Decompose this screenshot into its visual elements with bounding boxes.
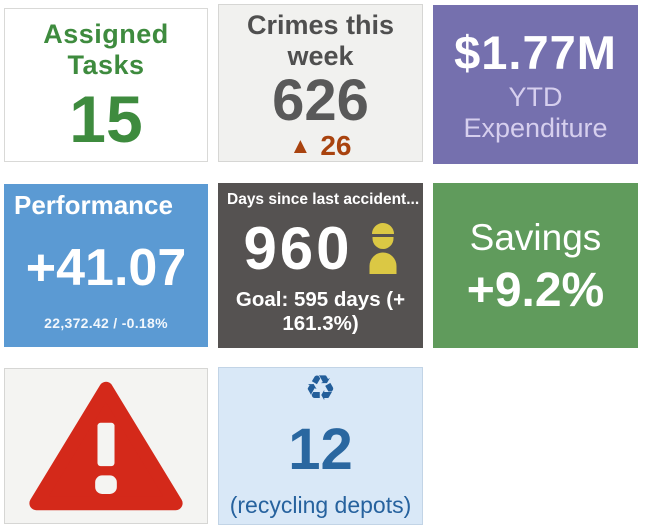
crimes-delta-value: 26 bbox=[320, 130, 352, 161]
expenditure-value: $1.77M bbox=[454, 26, 617, 79]
assigned-tasks-title: Assigned Tasks bbox=[43, 19, 169, 80]
tile-performance: Performance +41.07 22,372.42 / -0.18% bbox=[4, 184, 208, 347]
worker-icon bbox=[368, 222, 398, 275]
performance-title: Performance bbox=[14, 190, 173, 220]
tile-days-since-accident: Days since last accident... 960 Goal: 59… bbox=[218, 183, 423, 348]
warning-triangle-icon bbox=[27, 381, 185, 511]
performance-value: +41.07 bbox=[25, 239, 187, 297]
savings-title: Savings bbox=[469, 216, 602, 258]
tile-recycling-depots: ♻ 12 (recycling depots) bbox=[218, 367, 423, 525]
increase-triangle-icon: ▲ bbox=[289, 133, 312, 158]
accident-value-row: 960 bbox=[243, 209, 397, 288]
recycling-value: 12 bbox=[288, 417, 353, 483]
accident-goal: Goal: 595 days (+ 161.3%) bbox=[235, 288, 406, 335]
accident-title: Days since last accident... bbox=[227, 191, 420, 208]
recycling-caption: (recycling depots) bbox=[229, 492, 412, 518]
tile-warning bbox=[4, 368, 208, 524]
savings-value: +9.2% bbox=[466, 263, 605, 317]
crimes-value: 626 bbox=[272, 68, 369, 133]
tile-ytd-expenditure: $1.77M YTD Expenditure bbox=[433, 5, 638, 164]
performance-detail: 22,372.42 / -0.18% bbox=[44, 315, 168, 331]
crimes-title: Crimes this week bbox=[246, 10, 395, 71]
tile-savings: Savings +9.2% bbox=[433, 183, 638, 348]
recycle-icon: ♻ bbox=[304, 369, 337, 409]
assigned-tasks-value: 15 bbox=[69, 82, 143, 156]
expenditure-caption: YTD Expenditure bbox=[463, 82, 608, 143]
crimes-delta: ▲ 26 bbox=[289, 130, 352, 161]
accident-value: 960 bbox=[243, 214, 353, 282]
tile-assigned-tasks: Assigned Tasks 15 bbox=[4, 8, 208, 162]
tile-crimes-this-week: Crimes this week 626 ▲ 26 bbox=[218, 4, 423, 162]
